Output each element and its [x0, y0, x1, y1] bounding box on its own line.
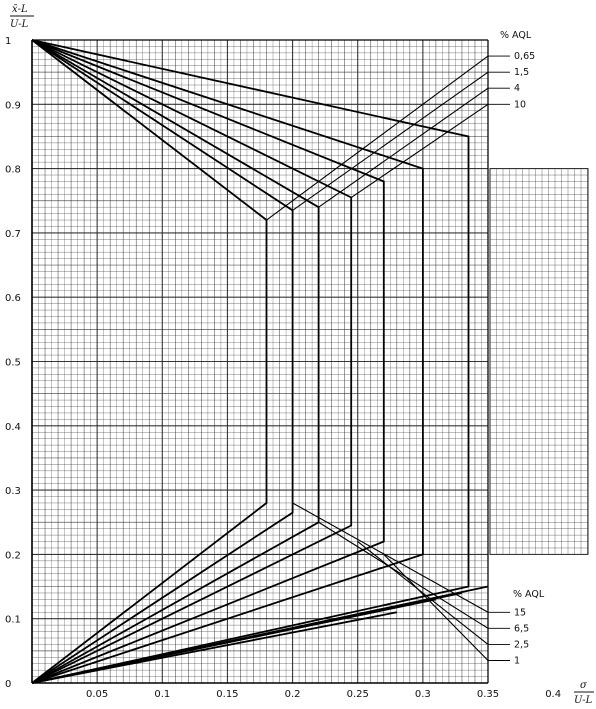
y-tick-label: 0.5	[5, 358, 21, 369]
aql-label-line-4	[318, 87, 489, 208]
aql-label-0-65: 0,65	[514, 51, 535, 62]
aql-label-4: 4	[514, 83, 520, 94]
aql-label-10: 10	[514, 99, 526, 110]
y-tick-label: 0	[5, 679, 11, 690]
x-tick-label: 0.05	[86, 689, 108, 700]
axes	[31, 39, 489, 684]
y-tick-label: 1	[5, 36, 11, 47]
x-tick-label: 0.2	[285, 689, 301, 700]
x-tick-label: 0.35	[477, 689, 499, 700]
y-axis-label: x̄-L U-L	[10, 4, 34, 30]
y-axis-label-numerator: x̄-L	[12, 4, 28, 15]
aql-label-1-5: 1,5	[514, 67, 529, 78]
aql-label-line-10	[350, 103, 489, 198]
aql-label-line-2-5	[357, 541, 489, 645]
y-tick-label: 0.3	[5, 486, 21, 497]
x-tick-label: 0.15	[216, 689, 238, 700]
y-tick-label: 0.9	[5, 100, 21, 111]
upper-legend-title: % AQL	[500, 30, 532, 41]
x-tick-label: 0.25	[347, 689, 369, 700]
aql-label-line-6-5	[318, 521, 489, 629]
aql-label-6-5: 6,5	[514, 623, 529, 634]
aql-label-line-0-65	[266, 55, 489, 221]
aql-label-line-1	[383, 554, 489, 661]
x-tick-label: 0.3	[415, 689, 431, 700]
series-line-unlabeled-4	[31, 39, 385, 684]
y-axis-label-denominator: U-L	[10, 19, 29, 30]
series-line-unlabeled-5	[31, 39, 424, 684]
series-line-1-5	[31, 39, 294, 684]
aql-label-line-15	[292, 502, 489, 613]
series-line-1	[31, 611, 397, 684]
aql-label-15: 15	[514, 607, 526, 618]
series-line-0-65	[31, 39, 268, 684]
tick-labels: 0 0.1 0.2 0.3 0.4 0.5 0.6 0.7 0.8 0.9 1 0.05 0.1 0.15…	[5, 36, 561, 700]
series-line-10	[31, 39, 353, 684]
x-tick-label: 0.4	[545, 689, 561, 700]
y-tick-label: 0.6	[5, 293, 21, 304]
series-lines	[31, 39, 489, 684]
x-axis-label-numerator: σ	[580, 680, 588, 691]
x-axis-label: σ U-L	[574, 680, 594, 706]
aql-labels: 0,65 1,5 4 10 15 6,5 2,5 1	[514, 51, 535, 666]
y-tick-label: 0.4	[5, 422, 21, 433]
series-line-unlabeled-6	[31, 39, 470, 684]
y-tick-label: 0.1	[5, 615, 21, 626]
lower-legend-title: % AQL	[513, 589, 545, 600]
aql-label-2-5: 2,5	[514, 639, 529, 650]
x-tick-label: 0.1	[154, 689, 170, 700]
aql-label-1: 1	[514, 655, 520, 666]
y-tick-label: 0.7	[5, 229, 21, 240]
y-tick-label: 0.8	[5, 165, 21, 176]
aql-label-line-1-5	[292, 71, 489, 211]
x-axis-label-denominator: U-L	[574, 695, 593, 706]
series-line-4	[31, 39, 320, 684]
aql-label-lines	[266, 55, 510, 661]
extended-grid-panel	[489, 168, 589, 555]
y-tick-label: 0.2	[5, 550, 21, 561]
